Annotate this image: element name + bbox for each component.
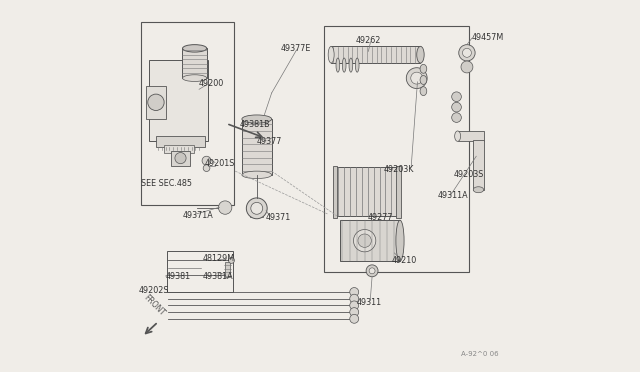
- Bar: [182, 48, 207, 78]
- Circle shape: [228, 257, 234, 263]
- Ellipse shape: [342, 58, 346, 72]
- Circle shape: [349, 301, 358, 310]
- Circle shape: [411, 72, 422, 84]
- Circle shape: [459, 45, 475, 61]
- Circle shape: [461, 61, 473, 73]
- Circle shape: [349, 314, 358, 323]
- Text: 49371A: 49371A: [182, 211, 213, 219]
- Bar: [225, 262, 230, 277]
- Ellipse shape: [182, 75, 207, 81]
- Bar: [473, 140, 484, 190]
- Bar: [164, 145, 193, 153]
- Circle shape: [463, 48, 472, 57]
- Text: 49277: 49277: [367, 213, 393, 222]
- Circle shape: [251, 202, 262, 214]
- Text: 49200: 49200: [199, 79, 225, 88]
- Ellipse shape: [420, 76, 427, 84]
- Bar: [146, 86, 166, 119]
- Circle shape: [349, 308, 358, 317]
- Bar: [141, 22, 234, 205]
- Circle shape: [452, 102, 461, 112]
- Circle shape: [246, 198, 267, 219]
- Ellipse shape: [355, 58, 359, 72]
- Ellipse shape: [454, 131, 461, 141]
- Ellipse shape: [396, 220, 404, 261]
- Text: 49381A: 49381A: [203, 272, 234, 280]
- Ellipse shape: [242, 171, 271, 179]
- Circle shape: [202, 156, 211, 165]
- Ellipse shape: [328, 46, 334, 63]
- Ellipse shape: [349, 58, 353, 72]
- Circle shape: [369, 268, 375, 274]
- Text: SEE SEC.485: SEE SEC.485: [141, 179, 193, 187]
- Text: 49381: 49381: [166, 272, 191, 280]
- Bar: [335, 167, 398, 216]
- Bar: [458, 131, 484, 141]
- Circle shape: [349, 288, 358, 296]
- Text: 49311: 49311: [356, 298, 381, 307]
- Bar: [172, 151, 190, 166]
- Text: 49201S: 49201S: [205, 159, 235, 168]
- Text: 49371: 49371: [266, 213, 291, 222]
- Text: 49203S: 49203S: [454, 170, 484, 179]
- Circle shape: [358, 234, 371, 247]
- Text: FRONT: FRONT: [142, 293, 167, 318]
- Ellipse shape: [182, 45, 207, 52]
- Bar: [324, 26, 469, 272]
- Bar: [242, 119, 271, 175]
- Text: 49203K: 49203K: [384, 165, 414, 174]
- Bar: [340, 220, 400, 261]
- Circle shape: [366, 265, 378, 277]
- Circle shape: [148, 94, 164, 110]
- Circle shape: [452, 92, 461, 102]
- Bar: [331, 46, 420, 63]
- Ellipse shape: [420, 64, 427, 73]
- Text: 49381B: 49381B: [240, 120, 271, 129]
- Circle shape: [203, 165, 210, 171]
- Circle shape: [452, 113, 461, 122]
- Ellipse shape: [336, 58, 340, 72]
- Bar: [168, 251, 232, 292]
- Text: 49311A: 49311A: [437, 191, 468, 200]
- Bar: [333, 166, 337, 218]
- Text: A-92^0 06: A-92^0 06: [461, 351, 499, 357]
- Ellipse shape: [242, 115, 271, 123]
- Text: 49377: 49377: [257, 137, 282, 146]
- Circle shape: [175, 153, 186, 164]
- Circle shape: [406, 68, 427, 89]
- Text: 49377E: 49377E: [281, 44, 311, 53]
- Text: 49202S: 49202S: [138, 286, 169, 295]
- Bar: [156, 136, 205, 147]
- Text: 49210: 49210: [392, 256, 417, 265]
- Circle shape: [218, 201, 232, 214]
- Bar: [250, 212, 264, 217]
- Bar: [396, 166, 401, 218]
- Text: 48129M: 48129M: [203, 254, 235, 263]
- Circle shape: [353, 230, 376, 252]
- Text: 49262: 49262: [355, 36, 381, 45]
- Ellipse shape: [417, 46, 424, 63]
- Ellipse shape: [473, 187, 484, 193]
- Bar: [149, 60, 209, 141]
- Circle shape: [349, 294, 358, 303]
- Text: 49457M: 49457M: [472, 33, 504, 42]
- Ellipse shape: [420, 87, 427, 96]
